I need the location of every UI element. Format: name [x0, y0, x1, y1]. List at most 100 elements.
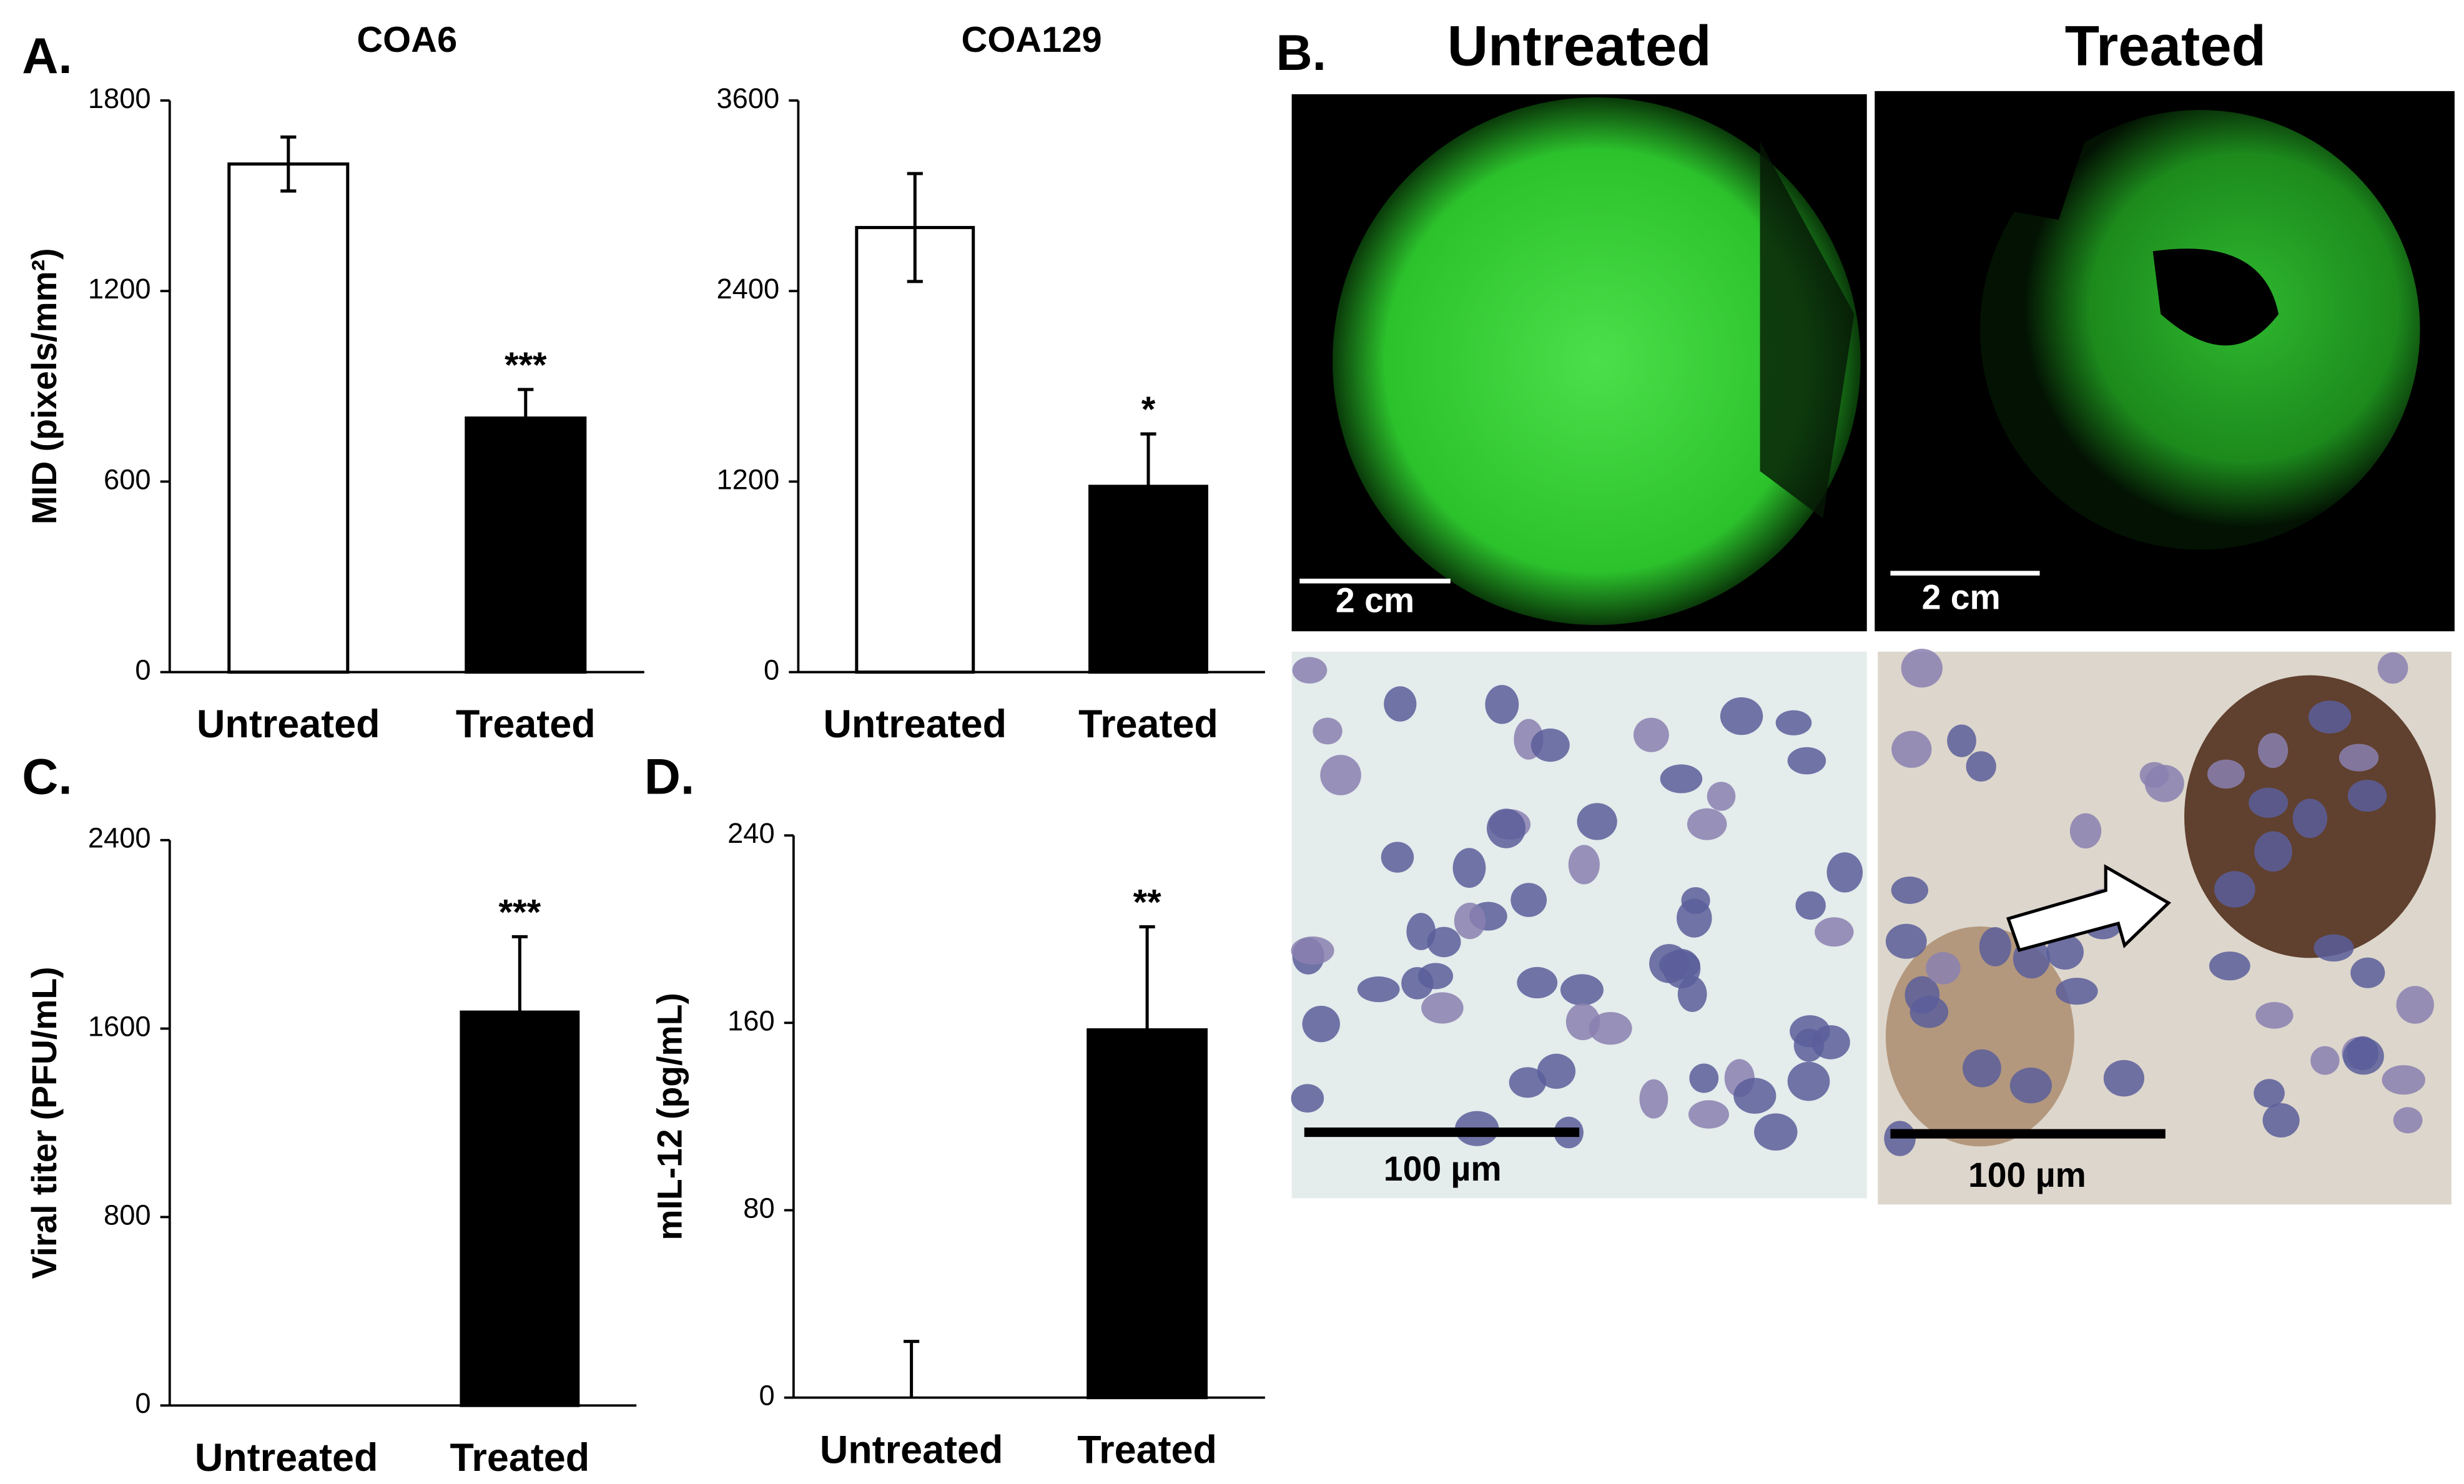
image-header: Untreated — [1447, 14, 1712, 77]
cell — [1313, 717, 1343, 745]
cell — [1406, 913, 1436, 950]
cell — [1537, 1053, 1576, 1089]
cell — [1826, 852, 1863, 893]
cell — [2308, 700, 2352, 734]
significance: *** — [505, 345, 547, 385]
cell — [2292, 799, 2328, 838]
cell — [1795, 891, 1826, 920]
cell — [1815, 917, 1854, 947]
y-tick-label: 80 — [743, 1192, 774, 1224]
significance: ** — [1133, 883, 1162, 923]
cell — [2396, 986, 2434, 1024]
significance: * — [1141, 390, 1156, 430]
cell — [2310, 1046, 2340, 1075]
cell — [1754, 1113, 1798, 1151]
cell — [1487, 808, 1526, 848]
error-bar — [280, 135, 297, 193]
cell — [2209, 951, 2250, 981]
error-bar — [518, 388, 534, 448]
cell — [1509, 1067, 1547, 1098]
cell — [2350, 957, 2385, 988]
image-header: Treated — [2065, 14, 2266, 77]
error-bar — [907, 172, 923, 283]
cell — [1454, 902, 1486, 940]
cell — [1639, 1079, 1668, 1119]
cell — [2103, 1059, 2145, 1097]
ihc-treated — [1878, 649, 2452, 1205]
chart-title: COA129 — [962, 20, 1102, 60]
x-tick-label: Untreated — [824, 702, 1007, 746]
cell — [2009, 1068, 2052, 1104]
y-tick-label: 1200 — [88, 273, 151, 305]
cell — [1320, 755, 1361, 795]
cell — [1302, 1005, 1340, 1043]
y-tick-label: 2400 — [716, 273, 779, 305]
scale-label: 100 µm — [1384, 1149, 1502, 1188]
x-tick-label: Treated — [456, 702, 596, 746]
scale-label: 2 cm — [1922, 577, 2001, 616]
bar — [227, 162, 350, 674]
cell — [1966, 751, 1996, 782]
y-tick-label: 160 — [727, 1005, 775, 1036]
y-tick-label: 1600 — [88, 1011, 151, 1043]
cell — [1291, 1084, 1324, 1113]
panel-label: D. — [644, 749, 695, 805]
cell — [1568, 845, 1600, 885]
cell — [1775, 710, 1812, 735]
y-tick-label: 0 — [764, 654, 779, 686]
cell — [1381, 842, 1414, 873]
cell — [2262, 1103, 2300, 1138]
cell — [1401, 967, 1434, 1000]
cell — [2046, 934, 2084, 970]
cell — [1357, 976, 1400, 1003]
cell — [2214, 871, 2255, 908]
y-axis-label: mIL-12 (pg/mL) — [651, 993, 689, 1241]
cell — [1634, 717, 1669, 752]
panel-label: C. — [22, 749, 72, 805]
cell — [1689, 1063, 1719, 1093]
cell — [1926, 951, 1961, 985]
cell — [1688, 1100, 1730, 1129]
y-tick-label: 600 — [104, 463, 151, 495]
cell — [1720, 697, 1763, 735]
cell — [1485, 685, 1519, 724]
cell — [1963, 1049, 2001, 1088]
cell — [2377, 652, 2408, 684]
cell — [1427, 926, 1461, 958]
y-axis-label: MID (pixels/mm²) — [25, 248, 64, 524]
y-tick-label: 0 — [135, 654, 150, 686]
cell — [2347, 1036, 2379, 1071]
cell — [2254, 1079, 2285, 1108]
cell — [1452, 848, 1486, 888]
cell — [1510, 883, 1547, 917]
cell — [1560, 974, 1604, 1006]
cell — [2393, 1107, 2423, 1134]
cell — [1660, 764, 1703, 794]
y-tick-label: 800 — [104, 1199, 151, 1231]
cell — [2207, 759, 2245, 789]
cell — [2338, 744, 2379, 772]
x-tick-label: Untreated — [820, 1428, 1003, 1472]
y-tick-label: 0 — [759, 1380, 774, 1412]
cell — [1901, 649, 1943, 688]
cell — [1910, 996, 1949, 1028]
cell — [2069, 813, 2102, 848]
cell — [2056, 978, 2098, 1005]
cell — [1891, 730, 1932, 768]
x-tick-label: Treated — [1077, 1428, 1217, 1472]
y-tick-label: 1200 — [716, 463, 779, 495]
cell — [1649, 944, 1689, 983]
x-tick-label: Untreated — [197, 702, 380, 746]
cell — [1517, 966, 1558, 999]
cell — [1885, 923, 1927, 959]
chart-title: COA6 — [357, 20, 457, 60]
significance: *** — [499, 892, 541, 932]
error-bar — [1139, 925, 1155, 1135]
cell — [1891, 877, 1929, 904]
cell — [2347, 779, 2387, 812]
scale-label: 2 cm — [1336, 581, 1414, 620]
cell — [2254, 831, 2292, 872]
cell — [2249, 787, 2289, 818]
cell — [1291, 936, 1334, 965]
